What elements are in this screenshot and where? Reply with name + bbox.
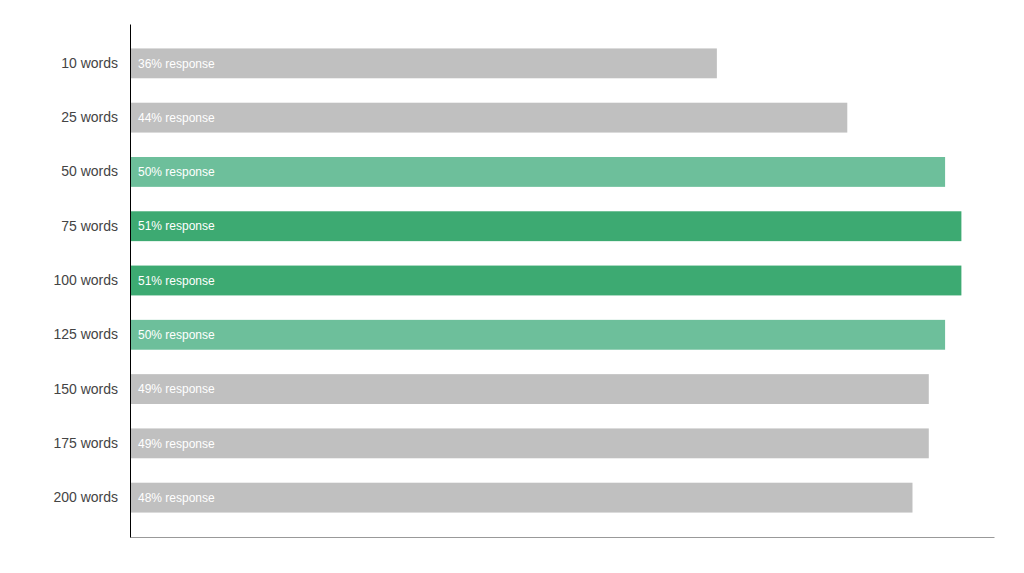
- bar: [130, 374, 929, 404]
- y-tick-label: 150 words: [53, 381, 118, 397]
- y-tick: 75 words: [61, 218, 130, 234]
- data-label: 49% response: [138, 437, 215, 451]
- bar: [130, 320, 945, 350]
- y-tick: 125 words: [53, 326, 130, 342]
- bar: [130, 157, 945, 187]
- data-label: 44% response: [138, 111, 215, 125]
- y-tick-label: 10 words: [61, 55, 118, 71]
- data-label: 50% response: [138, 328, 215, 342]
- plot: 10 words 25 words 50 words 75 words 100 word…: [53, 25, 994, 538]
- bar: [130, 211, 961, 241]
- data-label: 51% response: [138, 274, 215, 288]
- data-label: 50% response: [138, 165, 215, 179]
- y-tick-label: 100 words: [53, 272, 118, 288]
- y-tick-label: 75 words: [61, 218, 118, 234]
- y-tick-label: 50 words: [61, 163, 118, 179]
- y-tick-label: 125 words: [53, 326, 118, 342]
- y-tick-label: 25 words: [61, 109, 118, 125]
- data-label: 48% response: [138, 491, 215, 505]
- y-tick-label: 200 words: [53, 489, 118, 505]
- bar: [130, 266, 961, 296]
- bar: [130, 428, 929, 458]
- y-tick: 175 words: [53, 435, 130, 451]
- y-tick: 200 words: [53, 489, 130, 505]
- y-tick: 150 words: [53, 381, 130, 397]
- y-tick: 10 words: [61, 55, 130, 71]
- data-labels: 36% response 44% response 50% response 51% …: [138, 57, 215, 505]
- bar: [130, 483, 912, 513]
- bar: [130, 103, 847, 133]
- data-label: 51% response: [138, 219, 215, 233]
- y-tick-label: 175 words: [53, 435, 118, 451]
- x-axis-line: [131, 537, 995, 538]
- y-tick: 25 words: [61, 109, 130, 125]
- y-tick: 50 words: [61, 163, 130, 179]
- bars: [130, 48, 961, 512]
- bar: [130, 48, 717, 78]
- y-tick: 100 words: [53, 272, 130, 288]
- chart: 10 words 25 words 50 words 75 words 100 word…: [0, 0, 1024, 573]
- data-label: 36% response: [138, 57, 215, 71]
- y-axis: 10 words 25 words 50 words 75 words 100 word…: [53, 25, 130, 538]
- x-axis: [131, 537, 995, 538]
- data-label: 49% response: [138, 382, 215, 396]
- y-axis-line: [130, 25, 131, 538]
